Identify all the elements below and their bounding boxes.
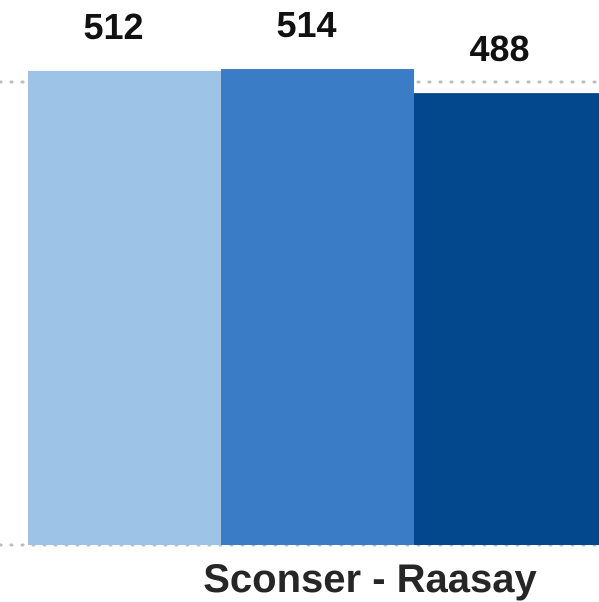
data-labels: 512 514 488 [83,4,529,69]
bar-3 [414,93,599,545]
bar-2 [221,69,414,545]
bars [28,69,599,545]
bar-1 [28,70,221,545]
data-label-2: 514 [276,4,336,45]
data-label-3: 488 [469,28,529,69]
category-label: Sconser - Raasay [203,557,537,601]
data-label-1: 512 [83,6,143,47]
